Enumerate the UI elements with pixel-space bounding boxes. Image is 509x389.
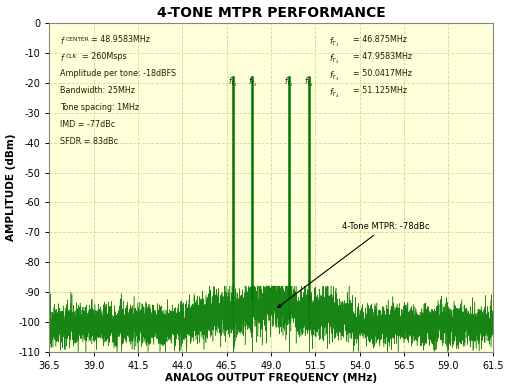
Text: $f_{T_3}$: $f_{T_3}$ bbox=[329, 69, 339, 82]
Text: SFDR = 83dBc: SFDR = 83dBc bbox=[61, 137, 119, 146]
Text: $f_{T_3}$: $f_{T_3}$ bbox=[285, 75, 295, 89]
Title: 4-TONE MTPR PERFORMANCE: 4-TONE MTPR PERFORMANCE bbox=[157, 5, 385, 19]
Text: $f_{T_2}$: $f_{T_2}$ bbox=[329, 52, 339, 66]
Text: CLK: CLK bbox=[66, 54, 77, 60]
Y-axis label: AMPLITUDE (dBm): AMPLITUDE (dBm) bbox=[6, 134, 16, 241]
Text: 4-Tone MTPR: -78dBc: 4-Tone MTPR: -78dBc bbox=[278, 222, 430, 307]
Text: $f_{T_2}$: $f_{T_2}$ bbox=[247, 75, 258, 89]
Text: $f$: $f$ bbox=[61, 35, 66, 46]
Text: Tone spacing: 1MHz: Tone spacing: 1MHz bbox=[61, 103, 139, 112]
Text: = 48.9583MHz: = 48.9583MHz bbox=[91, 35, 150, 44]
Text: = 50.0417MHz: = 50.0417MHz bbox=[353, 69, 412, 78]
Text: $f_{T_4}$: $f_{T_4}$ bbox=[304, 75, 314, 89]
Text: $f_{T_4}$: $f_{T_4}$ bbox=[329, 86, 339, 100]
Text: = 260Msps: = 260Msps bbox=[82, 52, 127, 61]
Text: Amplitude per tone: -18dBFS: Amplitude per tone: -18dBFS bbox=[61, 69, 177, 78]
Text: = 46.875MHz: = 46.875MHz bbox=[353, 35, 407, 44]
Text: $f$: $f$ bbox=[61, 52, 66, 63]
Text: $f_{T_1}$: $f_{T_1}$ bbox=[228, 75, 238, 89]
X-axis label: ANALOG OUTPUT FREQUENCY (MHz): ANALOG OUTPUT FREQUENCY (MHz) bbox=[165, 373, 377, 384]
Text: Bandwidth: 25MHz: Bandwidth: 25MHz bbox=[61, 86, 135, 95]
Text: CENTER: CENTER bbox=[66, 37, 90, 42]
Text: $f_{T_1}$: $f_{T_1}$ bbox=[329, 35, 339, 49]
Text: IMD = -77dBc: IMD = -77dBc bbox=[61, 120, 116, 129]
Text: = 47.9583MHz: = 47.9583MHz bbox=[353, 52, 412, 61]
Text: = 51.125MHz: = 51.125MHz bbox=[353, 86, 407, 95]
